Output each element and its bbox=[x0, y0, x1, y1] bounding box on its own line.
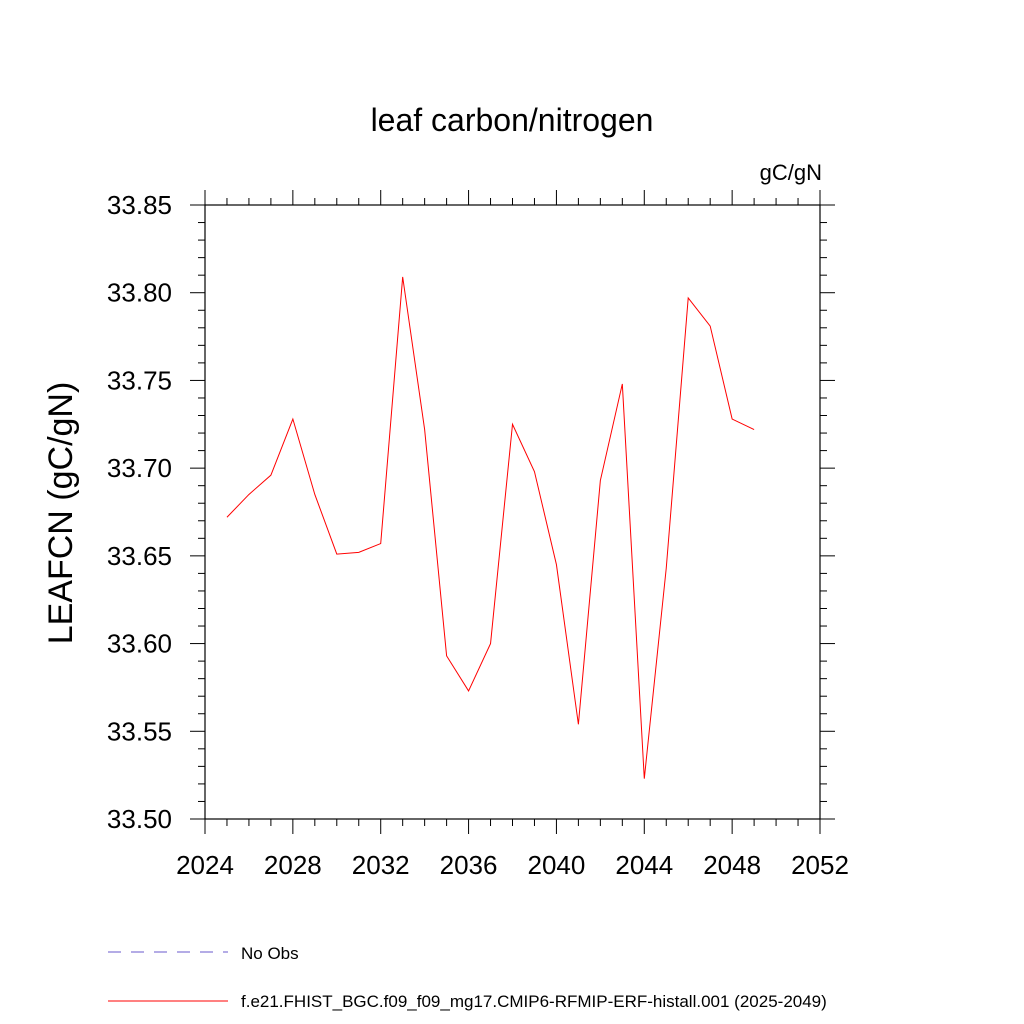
x-tick-label: 2024 bbox=[176, 850, 234, 880]
y-tick-label: 33.70 bbox=[107, 453, 172, 483]
y-tick-label: 33.60 bbox=[107, 629, 172, 659]
chart-title: leaf carbon/nitrogen bbox=[371, 102, 654, 138]
units-label: gC/gN bbox=[760, 160, 822, 185]
x-tick-label: 2028 bbox=[264, 850, 322, 880]
y-tick-label: 33.65 bbox=[107, 541, 172, 571]
legend-label-model: f.e21.FHIST_BGC.f09_f09_mg17.CMIP6-RFMIP… bbox=[241, 992, 827, 1011]
y-tick-label: 33.75 bbox=[107, 365, 172, 395]
y-tick-label: 33.55 bbox=[107, 716, 172, 746]
y-tick-labels: 33.50 33.55 33.60 33.65 33.70 33.75 33.80 33.85 bbox=[107, 190, 172, 834]
y-tick-label: 33.85 bbox=[107, 190, 172, 220]
y-axis-label: LEAFCN (gC/gN) bbox=[42, 382, 80, 645]
x-tick-label: 2048 bbox=[703, 850, 761, 880]
x-tick-labels: 2024 2028 2032 2036 2040 2044 2048 2052 bbox=[176, 850, 849, 880]
x-tick-label: 2044 bbox=[615, 850, 673, 880]
x-tick-label: 2036 bbox=[440, 850, 498, 880]
axis-ticks bbox=[190, 190, 835, 834]
legend: No Obs f.e21.FHIST_BGC.f09_f09_mg17.CMIP… bbox=[108, 944, 827, 1011]
series-group bbox=[226, 276, 755, 779]
plot-frame bbox=[204, 204, 821, 820]
x-tick-label: 2040 bbox=[528, 850, 586, 880]
x-tick-label: 2032 bbox=[352, 850, 410, 880]
y-tick-label: 33.50 bbox=[107, 804, 172, 834]
x-tick-label: 2052 bbox=[791, 850, 849, 880]
legend-label-no-obs: No Obs bbox=[241, 944, 299, 963]
y-tick-label: 33.80 bbox=[107, 278, 172, 308]
series-line bbox=[226, 276, 755, 779]
